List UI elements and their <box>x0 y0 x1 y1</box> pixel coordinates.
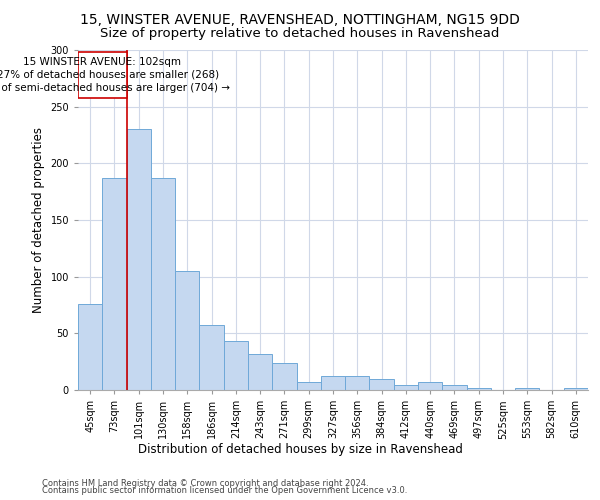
Bar <box>248 354 272 390</box>
Text: Contains public sector information licensed under the Open Government Licence v3: Contains public sector information licen… <box>42 486 407 495</box>
Bar <box>515 388 539 390</box>
Bar <box>78 304 102 390</box>
Bar <box>102 178 127 390</box>
Text: Size of property relative to detached houses in Ravenshead: Size of property relative to detached ho… <box>100 28 500 40</box>
Bar <box>127 130 151 390</box>
Bar <box>442 386 467 390</box>
Bar <box>175 271 199 390</box>
Text: ← 27% of detached houses are smaller (268): ← 27% of detached houses are smaller (26… <box>0 70 220 80</box>
Bar <box>370 378 394 390</box>
Bar <box>418 382 442 390</box>
Bar <box>345 376 370 390</box>
Bar <box>467 388 491 390</box>
Bar <box>321 376 345 390</box>
Text: 15 WINSTER AVENUE: 102sqm: 15 WINSTER AVENUE: 102sqm <box>23 57 181 67</box>
Bar <box>224 342 248 390</box>
Text: Distribution of detached houses by size in Ravenshead: Distribution of detached houses by size … <box>137 442 463 456</box>
Bar <box>394 386 418 390</box>
Bar <box>272 363 296 390</box>
Text: 72% of semi-detached houses are larger (704) →: 72% of semi-detached houses are larger (… <box>0 82 230 92</box>
Bar <box>296 382 321 390</box>
Bar <box>199 326 224 390</box>
Bar <box>151 178 175 390</box>
FancyBboxPatch shape <box>78 52 127 98</box>
Y-axis label: Number of detached properties: Number of detached properties <box>32 127 45 313</box>
Text: 15, WINSTER AVENUE, RAVENSHEAD, NOTTINGHAM, NG15 9DD: 15, WINSTER AVENUE, RAVENSHEAD, NOTTINGH… <box>80 12 520 26</box>
Text: Contains HM Land Registry data © Crown copyright and database right 2024.: Contains HM Land Registry data © Crown c… <box>42 478 368 488</box>
Bar <box>564 388 588 390</box>
